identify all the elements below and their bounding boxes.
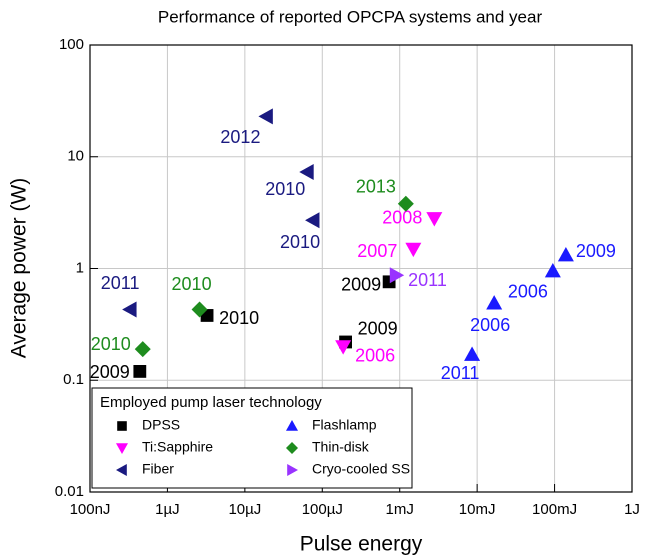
point-label: 2007 <box>357 241 397 261</box>
point-label: 2011 <box>408 270 447 290</box>
legend-label: Flashlamp <box>312 417 377 433</box>
data-point <box>258 108 273 125</box>
data-point <box>486 295 503 310</box>
legend-box <box>91 387 413 489</box>
x-tick-label: 100nJ <box>70 501 111 518</box>
legend-label: Thin-disk <box>312 439 370 455</box>
point-label: 2011 <box>101 273 140 293</box>
data-point <box>191 301 208 318</box>
data-point <box>464 346 481 361</box>
legend-label: Fiber <box>142 461 174 477</box>
legend-label: Cryo-cooled SS <box>312 461 410 477</box>
point-label: 2006 <box>355 345 395 365</box>
point-label: 2008 <box>382 207 422 227</box>
x-tick-label: 100µJ <box>302 501 343 518</box>
plot-frame <box>89 44 633 493</box>
data-point <box>557 247 574 262</box>
data-point <box>134 341 151 358</box>
point-label: 2006 <box>508 282 548 302</box>
point-label: 2010 <box>219 308 259 328</box>
chart-title: Performance of reported OPCPA systems an… <box>158 7 543 26</box>
point-label: 2011 <box>441 363 480 383</box>
point-label: 2009 <box>90 362 130 382</box>
data-point <box>389 267 405 284</box>
y-tick-label: 1 <box>76 259 84 276</box>
data-point <box>122 301 137 318</box>
legend-marker <box>116 464 127 476</box>
point-label: 2010 <box>172 274 212 294</box>
point-label: 2013 <box>356 176 396 196</box>
x-tick-label: 1J <box>624 501 640 518</box>
x-tick-label: 10µJ <box>228 501 261 518</box>
data-point <box>544 262 561 278</box>
point-label: 2009 <box>576 241 616 261</box>
y-tick-label: 0.1 <box>63 371 84 388</box>
x-axis-label: Pulse energy <box>300 533 423 556</box>
data-point <box>397 195 414 212</box>
data-point <box>133 365 147 378</box>
legend-marker <box>117 421 127 431</box>
legend-label: Ti:Sapphire <box>142 439 213 455</box>
data-point <box>299 164 314 181</box>
point-label: 2006 <box>470 315 510 335</box>
point-label: 2010 <box>265 179 305 199</box>
x-tick-label: 1mJ <box>386 501 414 518</box>
point-label: 2010 <box>91 334 131 354</box>
legend-title: Employed pump laser technology <box>100 394 322 411</box>
legend-marker <box>286 442 298 454</box>
data-point <box>305 212 320 229</box>
legend-label: DPSS <box>142 417 180 433</box>
y-axis-label: Average power (W) <box>8 178 31 359</box>
data-point <box>335 340 352 355</box>
point-label: 2009 <box>358 319 398 339</box>
point-label: 2009 <box>341 275 381 295</box>
y-tick-label: 100 <box>59 36 84 53</box>
point-label: 2012 <box>220 127 260 147</box>
data-point <box>426 212 443 227</box>
legend-marker <box>116 443 128 454</box>
x-tick-label: 10mJ <box>459 501 496 518</box>
y-tick-label: 0.01 <box>55 483 84 500</box>
data-point <box>405 242 422 258</box>
legend-marker <box>287 464 298 476</box>
legend-marker <box>286 420 298 431</box>
x-tick-label: 1µJ <box>155 501 180 518</box>
x-tick-label: 100mJ <box>532 501 577 518</box>
y-tick-label: 10 <box>67 148 84 165</box>
point-label: 2010 <box>280 232 320 252</box>
